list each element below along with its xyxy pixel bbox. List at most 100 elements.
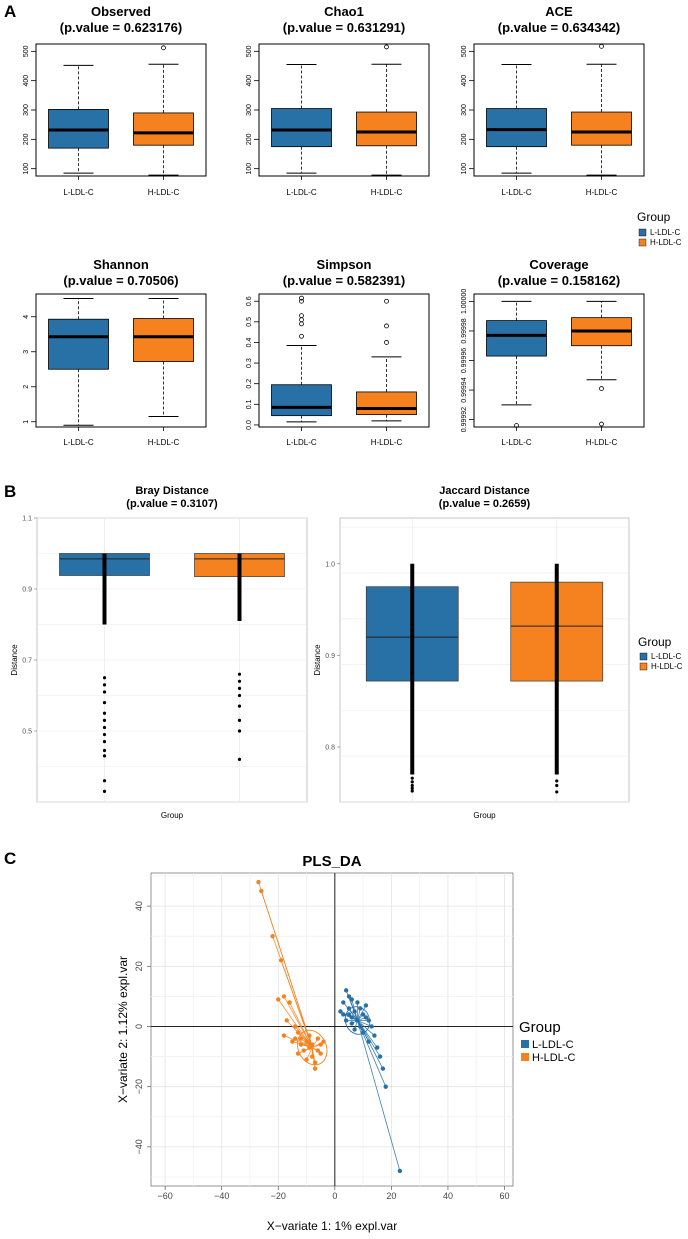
- outlier-point: [555, 790, 559, 794]
- chart-subtitle: (p.value = 0.3107): [126, 498, 218, 510]
- chart-title: Shannon: [93, 257, 149, 272]
- outlier-point: [102, 789, 107, 793]
- y-tick-label: 0.99994: [461, 377, 468, 402]
- data-point: [355, 1018, 360, 1023]
- data-point: [281, 994, 287, 999]
- data-point: [397, 1168, 403, 1174]
- outlier-point: [161, 45, 166, 51]
- boxplot-simpson: Simpson(p.value = 0.582391) 0.0 0.1 0.2 0.3 0…: [246, 257, 430, 447]
- chart-title: ACE: [545, 4, 573, 19]
- outlier-point: [410, 776, 414, 780]
- outlier-point: [410, 780, 414, 784]
- outlier-point: [599, 43, 604, 49]
- outlier-point: [599, 421, 604, 427]
- data-point: [375, 1045, 380, 1050]
- box-body: [48, 318, 109, 370]
- y-tick-label: 0.2: [246, 379, 253, 389]
- y-tick-label: 3: [23, 350, 30, 354]
- x-tick-label: −20: [271, 1191, 286, 1201]
- x-tick-label: H-LDL-C: [371, 438, 403, 447]
- legend-label-high: H-LDL-C: [650, 238, 682, 247]
- x-axis-label: Group: [473, 811, 496, 820]
- outlier-point: [299, 317, 304, 323]
- boxplot-observed: Observed(p.value = 0.623176) 100 200 300 400…: [23, 4, 207, 197]
- y-tick-label: 200: [461, 133, 468, 145]
- y-axis-label: Distance: [10, 644, 19, 676]
- data-point: [293, 1024, 298, 1029]
- legend-b: Group L-LDL-C H-LDL-C: [638, 635, 683, 671]
- data-point: [307, 1033, 312, 1038]
- legend-swatch-low: [639, 652, 648, 661]
- data-point: [372, 1033, 377, 1038]
- outlier-point: [410, 789, 414, 793]
- data-point: [310, 1054, 315, 1059]
- data-point: [318, 1042, 323, 1047]
- outlier-point: [237, 679, 242, 683]
- chart-subtitle: (p.value = 0.158162): [498, 273, 621, 288]
- panel-label-c: C: [4, 849, 16, 868]
- x-tick-label: −60: [158, 1191, 173, 1201]
- y-tick-label: 0.99996: [461, 348, 468, 373]
- y-tick-label: 0.6: [246, 296, 253, 306]
- x-tick-label: L-LDL-C: [286, 438, 316, 447]
- chart-subtitle: (p.value = 0.631291): [283, 20, 406, 35]
- legend-label-low: L-LDL-C: [650, 228, 680, 237]
- y-axis-label: X−variate 2: 1.12% expl.var: [116, 956, 130, 1103]
- y-tick-label: 500: [23, 45, 30, 57]
- x-tick-label: L-LDL-C: [501, 188, 531, 197]
- y-tick-label: 300: [23, 104, 30, 116]
- data-point: [256, 879, 261, 885]
- panel-label-b: B: [4, 482, 16, 501]
- data-point: [318, 1051, 323, 1056]
- outlier-point: [237, 672, 242, 676]
- boxplot-shannon: Shannon(p.value = 0.70506) 1 2 3 4 L-LDL-C H-L…: [23, 257, 207, 447]
- centroid-spoke: [357, 1020, 375, 1036]
- outlier-point: [237, 729, 242, 733]
- chart-subtitle: (p.value = 0.70506): [63, 273, 178, 288]
- x-tick-label: 0: [332, 1191, 337, 1201]
- data-point: [346, 994, 352, 999]
- y-tick-label: 0.9: [22, 587, 32, 594]
- outlier-point: [384, 323, 389, 329]
- box-body: [133, 318, 194, 362]
- y-tick-label: 0.9: [325, 653, 335, 660]
- data-point: [369, 1024, 374, 1029]
- y-tick-label: 0.5: [22, 729, 32, 736]
- data-point: [360, 1030, 366, 1035]
- boxplot-ace: ACE(p.value = 0.634342) 100 200 300 400 500 L-…: [461, 4, 645, 197]
- legend-title: Group: [519, 1019, 561, 1036]
- data-point: [301, 1048, 306, 1053]
- box-body: [571, 111, 632, 146]
- plot-frame: [35, 293, 207, 428]
- chart-title: Observed: [91, 4, 151, 19]
- outlier-point: [299, 333, 304, 339]
- outlier-point: [102, 701, 107, 705]
- outlier-point: [384, 44, 389, 50]
- y-tick-label: 200: [246, 133, 253, 145]
- centroid-spoke: [289, 1002, 313, 1048]
- data-point: [284, 1018, 289, 1023]
- y-tick-label: 1.0: [325, 561, 335, 568]
- outlier-point: [102, 748, 107, 753]
- boxplot-coverage: Coverage(p.value = 0.158162) 0.99992 0.999…: [461, 257, 645, 447]
- outlier-point: [102, 683, 107, 687]
- data-point: [298, 1042, 304, 1047]
- outlier-point: [237, 757, 242, 762]
- chart-subtitle: (p.value = 0.582391): [283, 273, 406, 288]
- y-tick-label: 40: [134, 901, 144, 911]
- x-tick-label: −40: [214, 1191, 229, 1201]
- data-point: [304, 1057, 309, 1062]
- data-point: [349, 1021, 354, 1026]
- chart-subtitle: (p.value = 0.2659): [439, 498, 531, 510]
- outlier-point: [102, 732, 107, 737]
- x-tick-label: 20: [386, 1191, 396, 1201]
- centroid-spoke: [260, 890, 313, 1048]
- y-tick-label: 0.99998: [461, 318, 468, 343]
- legend-title: Group: [638, 635, 672, 649]
- centroid-spoke: [280, 960, 313, 1048]
- data-point: [363, 1003, 369, 1008]
- x-axis-label: Group: [161, 811, 184, 820]
- x-tick-label: L-LDL-C: [501, 438, 531, 447]
- y-tick-label: 100: [246, 163, 253, 175]
